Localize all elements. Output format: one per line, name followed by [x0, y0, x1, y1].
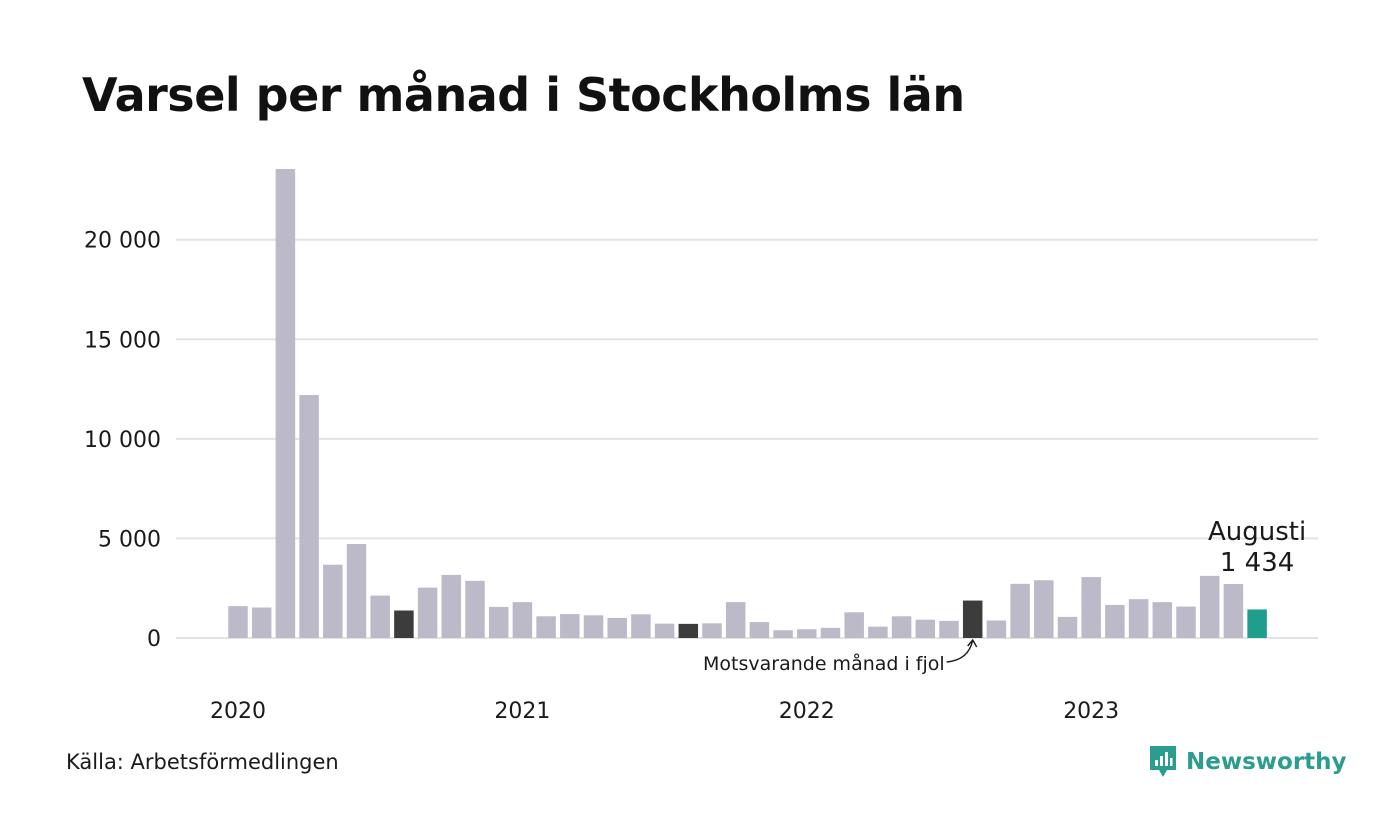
bar [228, 606, 248, 638]
chart-title: Varsel per månad i Stockholms län [82, 68, 965, 122]
current-month-value: 1 434 [1220, 548, 1294, 578]
bar [536, 616, 556, 638]
bar [1105, 604, 1125, 638]
bar [323, 564, 343, 638]
x-tick-label: 2020 [210, 699, 266, 724]
bar [512, 602, 533, 638]
bar [844, 612, 864, 638]
gridlines [176, 238, 1318, 639]
bar [1034, 580, 1054, 638]
bar [939, 620, 959, 638]
bar [773, 630, 793, 638]
bar [797, 629, 817, 638]
bar [583, 615, 604, 638]
bar [962, 600, 983, 638]
current-month-label: Augusti 1 434 [1208, 517, 1306, 578]
bar [299, 395, 319, 638]
bar [275, 168, 296, 638]
x-axis-ticks: 2020 2021 2022 2023 [210, 699, 1119, 724]
bar [441, 574, 462, 638]
bar [820, 627, 841, 638]
bar [346, 544, 367, 638]
x-tick-label: 2021 [494, 699, 550, 724]
bar [1247, 609, 1267, 638]
bar [1010, 583, 1030, 638]
bar [654, 623, 675, 638]
annotation-arrow-icon [946, 638, 978, 663]
bar [1057, 616, 1078, 638]
brand-logo: Newsworthy [1148, 744, 1347, 780]
bar [891, 616, 912, 638]
annotation-text: Motsvarande månad i fjol [703, 652, 945, 675]
bar [465, 580, 485, 638]
y-tick-label: 5 000 [98, 527, 161, 552]
bar [560, 614, 580, 638]
newsworthy-logo-icon [1150, 746, 1176, 777]
bar [631, 614, 651, 638]
bar [1128, 599, 1149, 638]
bar [868, 626, 888, 638]
annotation: Motsvarande månad i fjol [703, 638, 978, 675]
bar [417, 587, 438, 638]
current-month-name: Augusti [1208, 517, 1306, 547]
bar [702, 623, 722, 638]
bar [749, 622, 770, 638]
bar [1152, 602, 1173, 638]
bar [394, 610, 414, 638]
bar [986, 620, 1007, 638]
bar [1176, 606, 1196, 638]
bar [1223, 584, 1244, 638]
brand-name: Newsworthy [1186, 749, 1347, 775]
x-tick-label: 2023 [1063, 699, 1119, 724]
bar [725, 602, 746, 638]
bar [915, 619, 936, 638]
y-tick-label: 15 000 [84, 328, 161, 353]
bar [488, 606, 509, 638]
bars [228, 168, 1267, 638]
bar [1081, 577, 1101, 638]
y-axis-ticks: 0 5 000 10 000 15 000 20 000 [84, 229, 161, 652]
source-note: Källa: Arbetsförmedlingen [66, 750, 339, 774]
bar [607, 617, 627, 638]
bar [1199, 575, 1220, 638]
y-tick-label: 0 [147, 627, 161, 652]
x-tick-label: 2022 [779, 699, 835, 724]
y-tick-label: 10 000 [84, 428, 161, 453]
bar [251, 607, 272, 638]
bar [370, 595, 390, 638]
y-tick-label: 20 000 [84, 229, 161, 254]
bar [678, 623, 699, 638]
